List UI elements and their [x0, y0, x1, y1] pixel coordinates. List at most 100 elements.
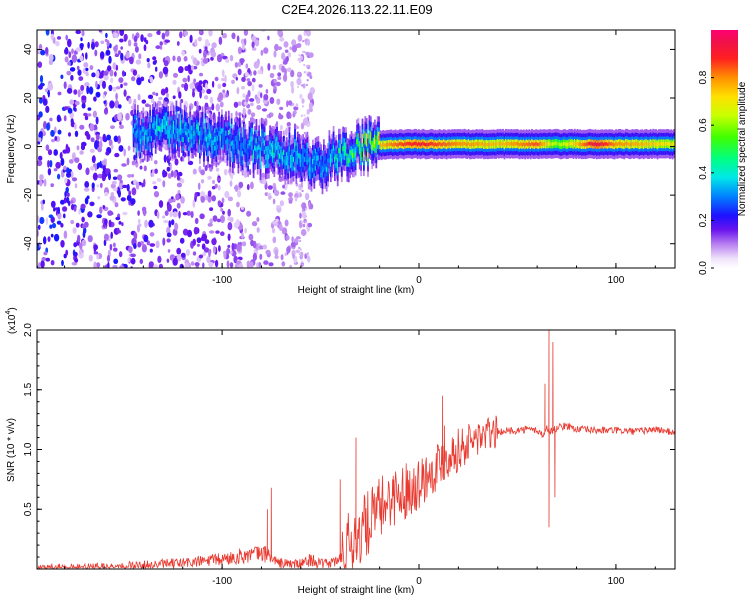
noise-speck: [154, 168, 158, 174]
noise-speck: [132, 69, 138, 76]
track-segment: [176, 132, 179, 138]
noise-speck: [187, 160, 194, 166]
noise-speck: [119, 30, 125, 36]
noise-speck: [74, 100, 80, 106]
track-segment: [609, 142, 612, 146]
noise-speck: [48, 53, 54, 62]
track-segment: [187, 137, 190, 143]
noise-speck: [120, 197, 126, 202]
track-segment: [414, 141, 416, 146]
track-segment: [491, 142, 493, 147]
noise-speck: [300, 229, 307, 236]
noise-speck: [207, 223, 213, 227]
noise-speck: [68, 132, 71, 137]
noise-speck: [302, 83, 306, 89]
y-tick-label: -20: [23, 187, 34, 202]
track-segment: [203, 142, 205, 148]
noise-speck: [210, 51, 217, 58]
track-segment: [139, 138, 142, 145]
track-segment: [448, 142, 451, 146]
noise-speck: [279, 36, 285, 42]
noise-speck: [225, 58, 230, 63]
noise-speck: [242, 93, 246, 98]
noise-speck: [60, 223, 64, 228]
noise-speck: [119, 251, 123, 258]
noise-speck: [254, 94, 258, 100]
track-segment: [270, 147, 273, 153]
noise-speck: [290, 241, 296, 248]
track-segment: [283, 149, 285, 155]
svg-text:(x104): (x104): [5, 307, 18, 334]
track-segment: [476, 141, 478, 146]
noise-speck: [192, 90, 195, 98]
noise-speck: [272, 198, 276, 205]
track-segment: [245, 148, 248, 154]
track-segment: [539, 142, 542, 146]
track-segment: [595, 143, 598, 147]
track-segment: [546, 142, 549, 146]
track-segment: [440, 142, 442, 147]
noise-speck: [95, 80, 98, 89]
track-segment: [153, 120, 156, 127]
noise-speck: [50, 129, 55, 137]
noise-speck: [301, 260, 304, 263]
noise-speck: [185, 249, 191, 256]
track-segment: [316, 155, 318, 162]
noise-speck: [154, 160, 158, 165]
noise-speck: [43, 178, 47, 187]
noise-speck: [111, 180, 117, 185]
noise-speck: [176, 55, 182, 63]
noise-speck: [134, 46, 139, 53]
track-segment: [149, 124, 152, 130]
noise-speck: [166, 226, 171, 235]
noise-speck: [102, 165, 106, 173]
track-segment: [544, 142, 547, 146]
track-segment: [298, 153, 300, 159]
track-segment: [171, 134, 174, 140]
noise-speck: [79, 124, 85, 130]
track-segment: [325, 167, 328, 173]
track-segment: [172, 124, 175, 130]
noise-speck: [128, 97, 132, 105]
noise-speck: [295, 236, 301, 240]
track-segment: [208, 131, 211, 137]
track-segment: [312, 158, 314, 165]
track-segment: [288, 146, 291, 152]
track-segment: [431, 142, 434, 146]
noise-speck: [249, 261, 254, 268]
track-segment: [375, 143, 378, 149]
noise-speck: [220, 215, 225, 224]
noise-speck: [108, 172, 111, 181]
noise-speck: [274, 43, 279, 52]
noise-speck: [158, 263, 163, 268]
track-segment: [404, 142, 407, 146]
noise-speck: [152, 91, 156, 96]
track-segment: [396, 143, 398, 147]
noise-speck: [47, 168, 52, 176]
noise-speck: [113, 45, 118, 52]
noise-speck: [57, 173, 61, 180]
noise-speck: [277, 76, 282, 81]
noise-speck: [198, 48, 202, 54]
track-segment: [382, 142, 385, 147]
noise-speck: [76, 145, 80, 151]
track-segment: [186, 131, 189, 138]
track-segment: [294, 142, 296, 149]
noise-speck: [308, 121, 311, 124]
noise-speck: [164, 210, 169, 216]
track-segment: [360, 151, 362, 157]
track-segment: [521, 142, 524, 147]
noise-speck: [190, 261, 195, 266]
noise-speck: [49, 224, 53, 229]
track-segment: [640, 142, 642, 146]
noise-speck: [198, 80, 203, 85]
noise-speck: [87, 211, 93, 218]
noise-speck: [73, 106, 76, 111]
noise-speck: [156, 30, 161, 35]
spectrogram-noise: [37, 30, 315, 268]
track-segment: [637, 142, 640, 146]
noise-speck: [79, 249, 82, 256]
track-segment: [484, 142, 487, 147]
track-segment: [398, 142, 401, 146]
noise-speck: [47, 160, 50, 168]
